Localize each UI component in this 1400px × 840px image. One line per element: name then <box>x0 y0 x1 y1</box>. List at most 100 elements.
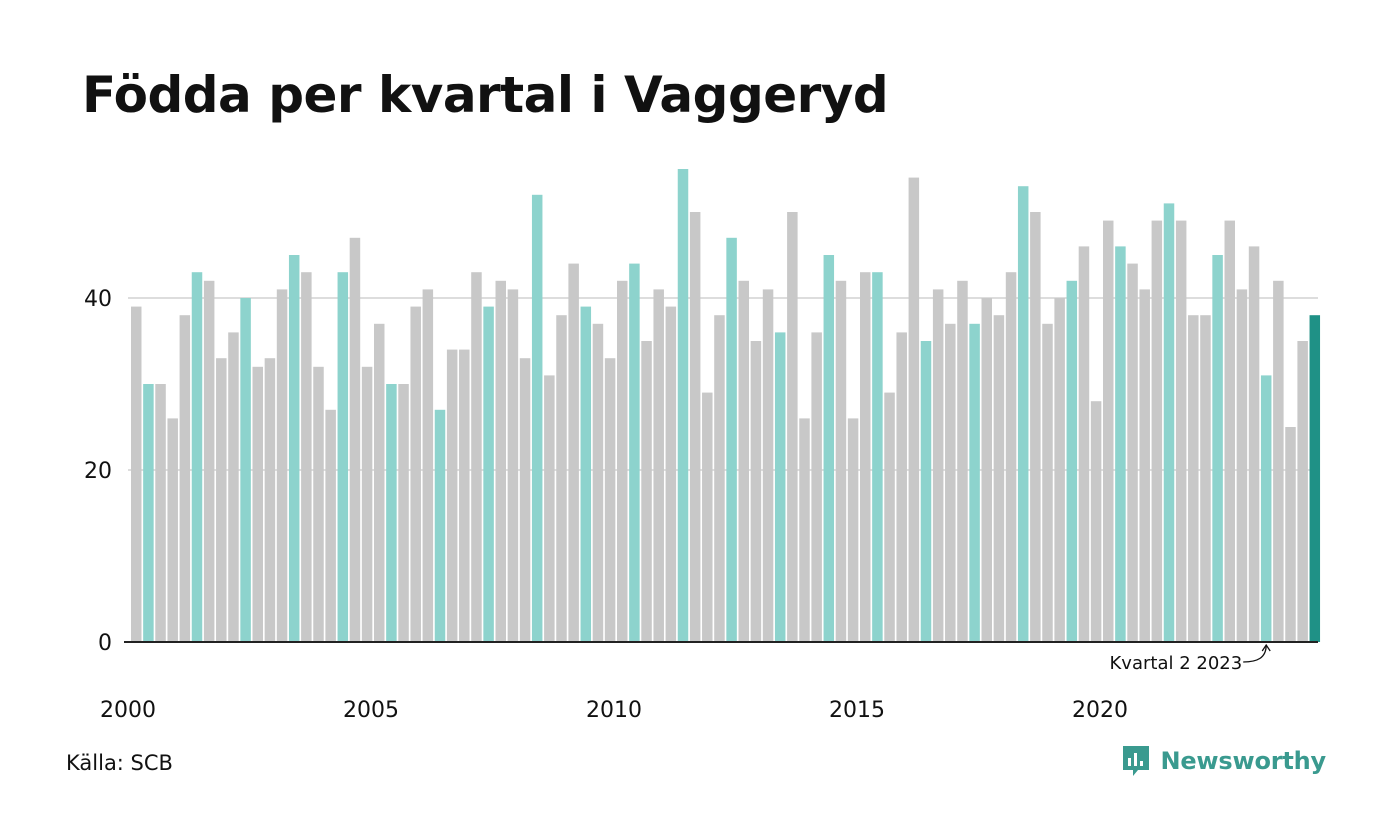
bar-2005-q3 <box>398 384 409 642</box>
bar-2019-q4 <box>1090 401 1102 642</box>
bar-2003-q4 <box>313 366 324 642</box>
bar-2007-q4 <box>507 289 519 642</box>
bar-2011-q4 <box>702 392 713 642</box>
bar-2017-q1 <box>957 280 968 642</box>
bar-2018-q4 <box>1042 323 1053 642</box>
bar-2016-q3 <box>932 289 944 642</box>
bar-2001-q1 <box>179 315 191 642</box>
newsworthy-logo-icon <box>1123 746 1150 776</box>
annotation-arrow <box>1243 644 1267 663</box>
bar-2018-q2 <box>1017 186 1029 642</box>
bar-2013-q2 <box>774 332 786 642</box>
bar-2000-q3 <box>155 384 166 642</box>
bar-2020-q1 <box>1103 220 1114 642</box>
bar-2014-q2 <box>823 255 835 642</box>
bar-2017-q3 <box>981 298 992 642</box>
bar-2006-q1 <box>422 289 434 642</box>
bar-2008-q4 <box>556 315 567 642</box>
bar-2021-q4 <box>1188 315 1199 642</box>
bar-2003-q1 <box>276 289 288 642</box>
bar-2013-q4 <box>799 418 810 642</box>
bar-2020-q4 <box>1139 289 1150 642</box>
bar-2004-q1 <box>325 409 336 642</box>
bar-2006-q2 <box>434 409 446 642</box>
bar-2008-q3 <box>544 375 555 642</box>
bar-2024-q2 <box>1309 315 1321 642</box>
bar-2014-q3 <box>835 280 847 642</box>
axes: 0 20 40 2000 2005 2010 2015 2020 <box>84 287 1318 723</box>
bar-2022-q3 <box>1224 220 1235 642</box>
bar-2004-q2 <box>337 272 349 642</box>
bar-2012-q4 <box>750 341 762 642</box>
x-tick-label: 2005 <box>343 698 399 723</box>
bar-2001-q2 <box>191 272 203 642</box>
bar-2016-q1 <box>908 177 920 642</box>
source-label: Källa: SCB <box>66 751 173 775</box>
bar-2010-q2 <box>629 263 640 642</box>
bar-2006-q4 <box>459 349 470 642</box>
bar-2016-q4 <box>945 323 956 642</box>
bar-2021-q3 <box>1175 220 1187 642</box>
brand-logo: Newsworthy <box>1121 744 1326 778</box>
bar-2023-q1 <box>1248 246 1260 642</box>
bar-2015-q3 <box>884 392 895 642</box>
bar-2007-q2 <box>483 306 494 642</box>
bar-2023-q2 <box>1260 375 1272 642</box>
brand-name: Newsworthy <box>1160 747 1326 775</box>
bar-2005-q2 <box>386 384 397 642</box>
bar-2015-q4 <box>896 332 907 642</box>
bar-2022-q4 <box>1236 289 1248 642</box>
bar-2011-q3 <box>689 212 701 642</box>
bar-2000-q4 <box>167 418 178 642</box>
bar-2021-q1 <box>1151 220 1163 642</box>
bar-2023-q4 <box>1285 427 1296 642</box>
bar-2008-q1 <box>519 358 531 642</box>
bar-2005-q1 <box>374 323 385 642</box>
bar-2018-q3 <box>1030 212 1041 642</box>
y-tick-label: 0 <box>98 631 112 656</box>
bar-2009-q1 <box>568 263 579 642</box>
bar-2010-q4 <box>653 289 664 642</box>
bar-2019-q2 <box>1066 280 1078 642</box>
annotation-arrowhead <box>1261 643 1271 652</box>
bar-2022-q1 <box>1200 315 1211 642</box>
bar-2021-q2 <box>1163 203 1175 642</box>
y-tick-label: 40 <box>84 287 112 312</box>
bar-2011-q1 <box>665 306 677 642</box>
bar-2001-q3 <box>203 280 215 642</box>
bar-2010-q3 <box>641 341 652 642</box>
bar-2008-q2 <box>531 194 543 643</box>
bar-2002-q3 <box>252 366 263 642</box>
bar-2019-q3 <box>1078 246 1090 642</box>
bar-2004-q3 <box>349 237 361 643</box>
bar-2009-q2 <box>580 306 592 642</box>
bar-2009-q4 <box>604 358 616 642</box>
bar-2016-q2 <box>920 341 932 642</box>
bar-2009-q3 <box>592 323 604 642</box>
annotation-label: Kvartal 2 2023 <box>1110 653 1243 674</box>
bar-2007-q3 <box>495 280 506 642</box>
bar-2007-q1 <box>471 272 482 642</box>
bar-2018-q1 <box>1005 272 1017 642</box>
x-tick-label: 2020 <box>1072 698 1128 723</box>
y-tick-label: 20 <box>84 459 112 484</box>
bar-2004-q4 <box>361 366 373 642</box>
bar-2010-q1 <box>617 280 628 642</box>
bar-2015-q2 <box>872 272 883 642</box>
bar-2017-q4 <box>993 315 1005 642</box>
bar-2000-q2 <box>143 384 154 642</box>
bar-2015-q1 <box>860 272 871 642</box>
bar-2023-q3 <box>1273 280 1284 642</box>
x-tick-label: 2010 <box>586 698 642 723</box>
bar-2000-q1 <box>131 306 142 642</box>
bar-2012-q2 <box>726 237 737 643</box>
bar-2002-q1 <box>228 332 239 642</box>
bar-2001-q4 <box>216 358 227 642</box>
chart-title: Födda per kvartal i Vaggeryd <box>82 66 889 124</box>
bar-2003-q3 <box>301 272 312 642</box>
bar-2024-q1 <box>1297 341 1308 642</box>
bar-2002-q4 <box>264 358 276 642</box>
x-tick-label: 2000 <box>100 698 156 723</box>
